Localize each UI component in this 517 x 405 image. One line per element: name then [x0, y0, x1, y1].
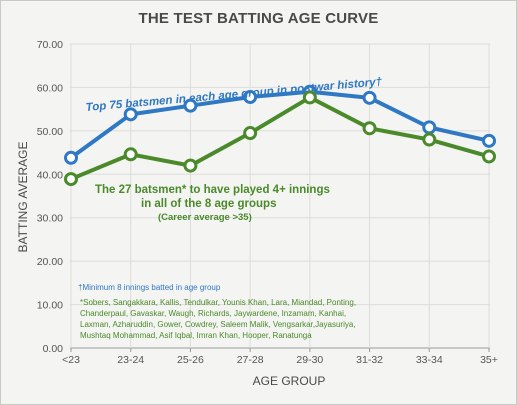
- data-point-top75: [482, 133, 496, 148]
- data-point-top75: [362, 90, 377, 105]
- x-tick-label: 29-30: [296, 354, 323, 366]
- y-tick-label: 50.00: [37, 126, 63, 138]
- x-tick-label: 27-28: [237, 354, 264, 366]
- y-tick-label: 40.00: [37, 169, 63, 181]
- y-tick-label: 0.00: [43, 343, 64, 355]
- y-tick-label: 10.00: [37, 300, 63, 312]
- x-tick-label: 31-32: [356, 354, 383, 366]
- data-point-batsmen27: [302, 90, 317, 105]
- data-point-top75: [422, 120, 437, 135]
- footnote-star-line4: Mushtaq Mohammad, Asif Iqbal, Imran Khan…: [80, 331, 312, 340]
- data-point-top75: [243, 89, 258, 104]
- x-axis-label: AGE GROUP: [253, 374, 326, 388]
- green-series-annotation-line2: in all of the 8 age groups: [141, 198, 276, 210]
- data-point-top75: [64, 150, 78, 165]
- x-axis-ticks: <23 23-24 25-26 27-28 29-30 31-32 33-34 35+: [62, 354, 498, 366]
- data-point-top75: [183, 98, 198, 113]
- footnote-star-line3: Laxman, Azharuddin, Gower, Cowdrey, Sale…: [80, 320, 356, 329]
- footnote-star-line1: *Sobers, Sangakkara, Kallis, Tendulkar, …: [80, 298, 356, 307]
- y-tick-label: 20.00: [37, 256, 63, 268]
- data-point-batsmen27: [123, 147, 138, 162]
- y-tick-label: 30.00: [37, 213, 63, 225]
- x-tick-label: 25-26: [177, 354, 204, 366]
- y-tick-label: 70.00: [37, 39, 63, 51]
- x-tick-label: <23: [62, 354, 80, 366]
- footnote-dagger: †Minimum 8 innings batted in age group: [78, 283, 221, 292]
- green-series-annotation-line1: The 27 batsmen* to have played 4+ inning…: [95, 184, 330, 196]
- data-point-batsmen27: [64, 172, 78, 187]
- y-tick-label: 60.00: [37, 82, 63, 94]
- data-point-batsmen27: [482, 149, 496, 164]
- series-line-batsmen27: [69, 95, 491, 182]
- y-axis-ticks: 0.00 10.00 20.00 30.00 40.00 50.00 60.00 70.00: [37, 39, 63, 355]
- series-layer: [64, 84, 496, 187]
- grid: [70, 43, 490, 352]
- x-tick-label: 35+: [480, 354, 498, 366]
- y-axis-label: BATTING AVERAGE: [16, 142, 30, 253]
- green-series-annotation-sub: (Career average >35): [158, 212, 252, 223]
- data-point-batsmen27: [243, 126, 258, 141]
- x-tick-label: 33-34: [416, 354, 443, 366]
- data-point-top75: [123, 107, 138, 122]
- series-line-top75: [69, 89, 491, 160]
- chart-title: THE TEST BATTING AGE CURVE: [138, 10, 379, 27]
- data-point-batsmen27: [422, 132, 437, 147]
- data-point-batsmen27: [362, 121, 377, 136]
- footnote-star-line2: Chanderpaul, Gavaskar, Waugh, Richards, …: [80, 309, 346, 318]
- x-tick-label: 23-24: [117, 354, 144, 366]
- data-point-batsmen27: [183, 158, 198, 173]
